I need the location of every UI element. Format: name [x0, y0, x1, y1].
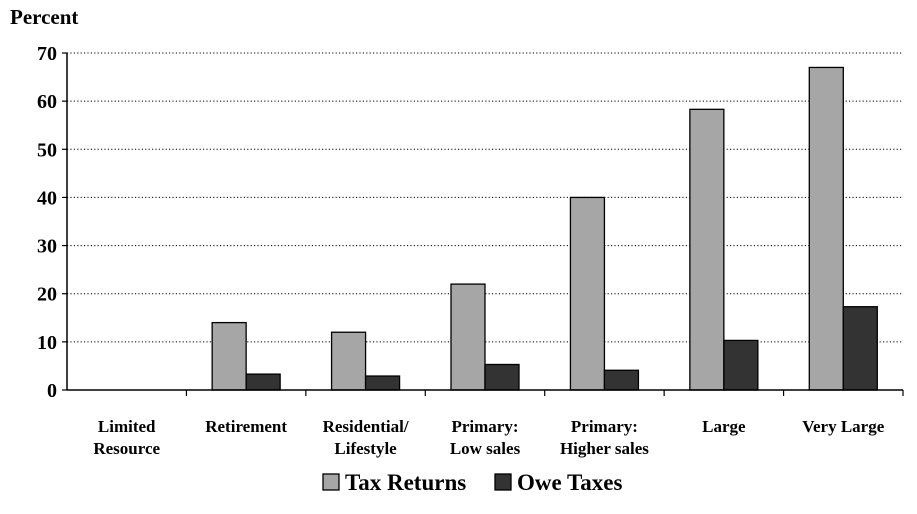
legend: Tax Returns Owe Taxes	[322, 470, 622, 495]
y-tick-label: 50	[37, 139, 57, 161]
x-tick-label: Large	[702, 417, 746, 436]
legend-swatch	[322, 473, 340, 491]
y-tick-label: 40	[37, 187, 57, 209]
bar-tax-returns	[808, 66, 844, 391]
x-tick-label: Primary: Higher sales	[560, 417, 649, 458]
x-tick-label: Retirement	[205, 417, 287, 436]
bar-owe-taxes	[484, 363, 520, 391]
x-tick-label: Limited Resource	[93, 417, 160, 458]
y-axis-label: Percent	[10, 5, 78, 29]
axes	[66, 53, 904, 396]
legend-swatch	[494, 473, 512, 491]
bar-tax-returns	[450, 283, 486, 391]
x-axis-tick-labels: Limited Resource Retirement Residential/Lif…	[93, 417, 884, 458]
bar-tax-returns	[330, 331, 367, 391]
bars	[211, 66, 878, 391]
bar-owe-taxes	[603, 369, 640, 391]
y-tick-label: 30	[37, 236, 57, 258]
bar-owe-taxes	[245, 373, 281, 391]
x-tick-label: Very Large	[802, 417, 884, 436]
y-tick-label: 60	[37, 91, 57, 113]
legend-label: Owe Taxes	[517, 470, 622, 495]
y-tick-label: 70	[37, 43, 57, 65]
x-tick-label: Residential/Lifestyle	[323, 417, 409, 458]
bar-tax-returns	[211, 321, 247, 391]
y-tick-label: 10	[37, 332, 57, 354]
x-tick-label: Primary: Low sales	[450, 417, 521, 458]
legend-label: Tax Returns	[345, 470, 466, 495]
y-tick-label: 0	[47, 380, 57, 402]
bar-owe-taxes	[364, 375, 401, 391]
y-tick-label: 20	[37, 284, 57, 306]
y-axis-ticks: 0 10 20 30 40 50 60 70	[37, 43, 67, 402]
bar-tax-returns	[569, 196, 606, 391]
bar-owe-taxes	[723, 339, 759, 391]
bar-owe-taxes	[842, 306, 878, 391]
bar-tax-returns	[689, 108, 725, 391]
